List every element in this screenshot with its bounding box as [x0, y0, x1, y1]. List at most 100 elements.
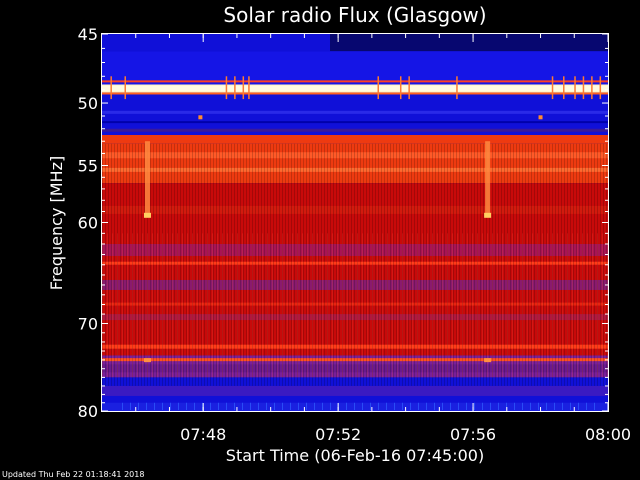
noise-column: [578, 402, 579, 410]
updated-timestamp: Updated Thu Feb 22 01:18:41 2018: [2, 470, 145, 479]
x-tick-label: 08:00: [585, 425, 631, 444]
interference-spike: [225, 76, 228, 100]
burst-spot: [143, 358, 151, 363]
texture: [102, 233, 608, 378]
noise-column: [282, 402, 283, 410]
signal-dot: [538, 115, 543, 120]
interference-spike: [110, 76, 112, 100]
noise-column: [274, 402, 275, 410]
noise-column: [386, 402, 387, 410]
interference-spike: [242, 76, 245, 100]
noise-column: [418, 402, 419, 410]
noise-column: [562, 402, 563, 410]
noise-column: [266, 402, 267, 410]
interference-spike: [234, 76, 236, 100]
noise-column: [210, 402, 211, 410]
noise-column: [570, 402, 571, 410]
y-tick-label: 60: [78, 214, 98, 233]
noise-column: [370, 402, 371, 410]
noise-column: [482, 402, 483, 410]
y-tick-label: 80: [78, 402, 98, 421]
band-shade: [102, 128, 608, 132]
noise-column: [362, 402, 363, 410]
y-tick-label: 50: [78, 94, 98, 113]
band-shade: [330, 34, 608, 52]
x-axis-label: Start Time (06-Feb-16 07:45:00): [226, 446, 484, 465]
noise-column: [442, 402, 443, 410]
noise-column: [138, 402, 139, 410]
noise-column: [586, 402, 587, 410]
interference-spike: [248, 76, 250, 100]
noise-column: [530, 402, 531, 410]
noise-column: [162, 402, 163, 410]
noise-column: [402, 402, 403, 410]
noise-column: [506, 402, 507, 410]
noise-column: [322, 402, 323, 410]
noise-column: [298, 402, 299, 410]
interference-spike: [456, 76, 458, 100]
frequency-band: [102, 135, 608, 144]
band-edge: [102, 80, 608, 83]
noise-column: [394, 402, 395, 410]
burst-streak: [144, 141, 150, 215]
interference-spike: [124, 76, 126, 100]
noise-column: [490, 402, 491, 410]
interference-spike: [563, 76, 565, 100]
noise-column: [410, 402, 411, 410]
band-shade: [102, 110, 608, 114]
x-tick-label: 07:56: [450, 425, 496, 444]
noise-column: [378, 402, 379, 410]
noise-column: [346, 402, 347, 410]
axis-ticks: 45 50 55 60 70 80 07:48 07:52 07:56 08:00: [78, 25, 631, 444]
interference-spike: [599, 76, 602, 100]
y-tick-label: 70: [78, 315, 98, 334]
burst-streak: [485, 141, 491, 215]
noise-column: [226, 402, 227, 410]
band-shade: [102, 121, 608, 124]
y-axis-label: Frequency [MHz]: [47, 156, 66, 290]
noise-column: [130, 402, 131, 410]
noise-column: [242, 402, 243, 410]
interference-spike: [408, 76, 410, 100]
noise-column: [330, 402, 331, 410]
x-tick-label: 07:48: [180, 425, 226, 444]
band-shade: [102, 51, 608, 85]
noise-column: [466, 402, 467, 410]
band-edge: [102, 92, 608, 95]
interference-spike: [551, 76, 554, 100]
noise-column: [258, 402, 259, 410]
noise-column: [234, 402, 235, 410]
noise-column: [170, 402, 171, 410]
burst-spot: [484, 358, 492, 363]
plot-frame: [101, 33, 609, 412]
interference-spike: [377, 76, 379, 100]
noise-column: [250, 402, 251, 410]
noise-column: [218, 402, 219, 410]
noise-column: [202, 402, 203, 410]
noise-column: [434, 402, 435, 410]
noise-column: [314, 402, 315, 410]
noise-column: [594, 402, 595, 410]
bright-band: [102, 85, 608, 92]
burst-spot: [143, 212, 151, 218]
noise-column: [546, 402, 547, 410]
noise-column: [306, 402, 307, 410]
x-tick-label: 07:52: [315, 425, 361, 444]
noise-column: [514, 402, 515, 410]
noise-column: [498, 402, 499, 410]
y-tick-label: 45: [78, 25, 98, 44]
chart-title: Solar radio Flux (Glasgow): [223, 3, 486, 27]
interference-spike: [574, 76, 576, 100]
noise-column: [122, 402, 123, 410]
noise-column: [146, 402, 147, 410]
signal-dot: [198, 115, 203, 120]
burst-spot: [484, 212, 492, 218]
noise-column: [290, 402, 291, 410]
noise-column: [450, 402, 451, 410]
interference-spike: [582, 76, 585, 100]
noise-column: [186, 402, 187, 410]
noise-column: [458, 402, 459, 410]
interference-spike: [591, 76, 593, 100]
noise-column: [522, 402, 523, 410]
